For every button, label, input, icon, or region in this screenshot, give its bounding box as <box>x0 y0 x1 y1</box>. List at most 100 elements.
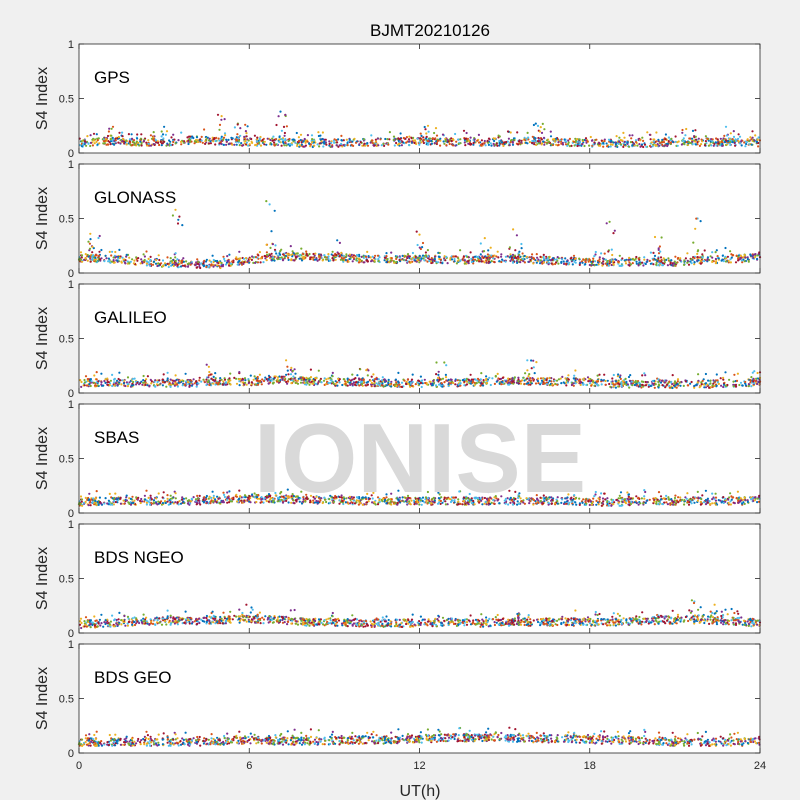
data-point <box>136 133 139 136</box>
data-point <box>669 141 673 144</box>
data-point <box>594 250 597 254</box>
data-point <box>601 257 605 260</box>
data-point <box>222 143 225 146</box>
data-point <box>500 141 504 144</box>
data-point <box>492 260 495 263</box>
data-point <box>263 140 266 143</box>
data-point <box>722 385 725 389</box>
data-point <box>536 377 540 380</box>
data-point <box>722 383 726 386</box>
peak-point <box>175 262 178 265</box>
data-point <box>457 259 460 262</box>
data-point <box>457 138 460 141</box>
data-point <box>701 379 704 382</box>
data-point <box>667 496 670 499</box>
data-point <box>654 143 657 146</box>
data-point <box>732 380 735 383</box>
data-point <box>542 382 545 385</box>
data-point <box>357 261 360 264</box>
peak-point <box>421 246 424 249</box>
data-point <box>714 251 717 254</box>
data-point <box>225 140 228 143</box>
data-point <box>215 381 218 385</box>
data-point <box>545 139 549 142</box>
data-point <box>272 135 275 138</box>
data-point <box>683 263 686 266</box>
peak-point <box>491 255 494 258</box>
data-point <box>191 383 194 386</box>
data-point <box>464 137 467 140</box>
data-point <box>283 144 286 147</box>
data-point <box>512 382 515 385</box>
data-point <box>360 383 363 386</box>
peak-point <box>268 203 271 206</box>
data-point <box>523 261 527 264</box>
peak-point <box>275 123 278 127</box>
data-point <box>220 265 223 268</box>
data-point <box>562 260 565 263</box>
data-point <box>249 374 252 377</box>
data-point <box>84 375 88 378</box>
data-point <box>453 258 456 261</box>
peak-point <box>214 372 217 375</box>
data-point <box>487 137 491 140</box>
data-point <box>670 381 673 384</box>
data-point <box>665 494 668 497</box>
y-tick-label: 1 <box>68 159 74 171</box>
data-point <box>323 142 326 145</box>
data-point <box>100 248 103 252</box>
data-point <box>166 262 169 265</box>
data-point <box>550 262 553 265</box>
data-point <box>574 369 577 372</box>
peak-point <box>159 140 162 143</box>
peak-point <box>530 359 533 362</box>
peak-point <box>359 368 362 371</box>
data-point <box>367 255 370 258</box>
peak-point <box>89 232 92 235</box>
data-point <box>650 141 653 144</box>
data-point <box>285 144 288 147</box>
peak-point <box>367 380 370 383</box>
data-point <box>582 383 585 386</box>
data-point <box>238 144 241 147</box>
data-point <box>386 138 389 141</box>
peak-point <box>88 247 92 250</box>
data-point <box>588 382 592 385</box>
data-point <box>578 263 581 266</box>
data-point <box>623 140 626 143</box>
peak-point <box>535 361 538 364</box>
data-point <box>526 142 529 145</box>
data-point <box>707 379 710 382</box>
data-point <box>614 141 617 144</box>
data-point <box>717 142 720 145</box>
data-point <box>655 140 658 143</box>
data-point <box>300 378 303 381</box>
data-point <box>105 257 108 260</box>
data-point <box>469 251 472 254</box>
peak-point <box>111 125 115 128</box>
peak-point <box>663 261 666 264</box>
data-point <box>585 383 588 387</box>
data-point <box>684 380 688 383</box>
data-point <box>611 377 614 380</box>
data-point <box>540 143 543 146</box>
data-point <box>573 374 576 377</box>
peak-point <box>540 131 544 134</box>
data-point <box>390 257 393 260</box>
data-point <box>208 495 211 498</box>
data-point <box>405 141 408 144</box>
data-point <box>410 378 414 381</box>
data-point <box>149 134 152 137</box>
data-point <box>406 255 409 258</box>
data-point <box>449 382 452 385</box>
data-point <box>584 261 587 264</box>
data-point <box>498 139 501 143</box>
data-point <box>201 141 204 144</box>
data-point <box>357 381 360 384</box>
data-point <box>306 140 309 143</box>
data-point <box>309 145 312 148</box>
data-point <box>422 136 425 139</box>
data-point <box>628 256 631 259</box>
data-point <box>463 141 466 144</box>
data-point <box>480 139 483 142</box>
